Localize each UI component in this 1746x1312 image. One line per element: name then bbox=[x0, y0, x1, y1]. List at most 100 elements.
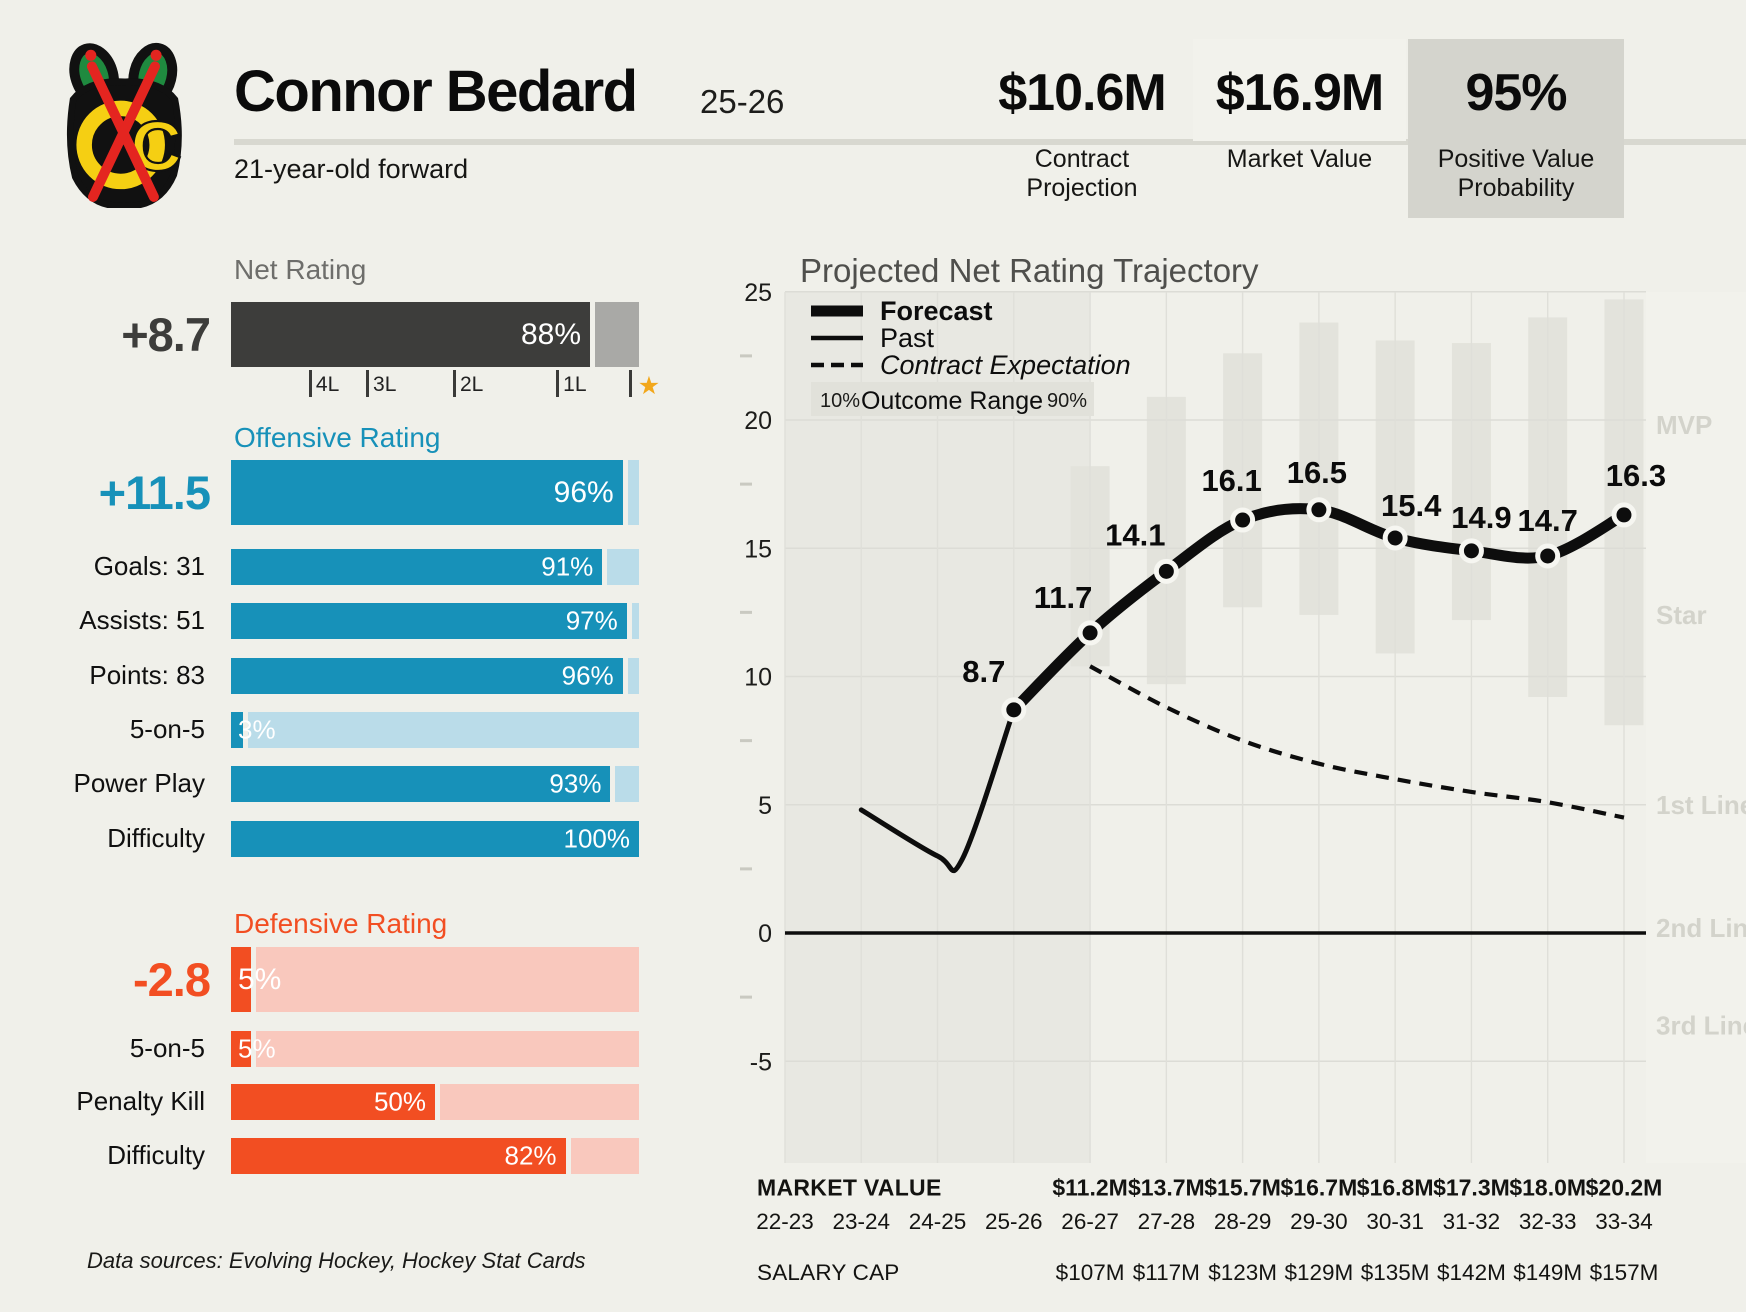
net-rating-bar-percent: 88% bbox=[521, 317, 582, 351]
defense-bar-0-percent: 5% bbox=[238, 1033, 276, 1064]
defense-bar-0-track bbox=[256, 1031, 639, 1067]
tick-label: 3L bbox=[373, 373, 397, 396]
contract-projection-label: Contract Projection bbox=[1026, 145, 1138, 202]
star-icon: ★ bbox=[637, 372, 661, 400]
legend-label-1: Past bbox=[880, 323, 935, 353]
season-label: 29-30 bbox=[1290, 1209, 1348, 1234]
season-tag: 25-26 bbox=[700, 83, 785, 120]
tick-mark bbox=[366, 370, 370, 397]
defensive-rating-value: -2.8 bbox=[133, 953, 211, 1006]
forecast-point-label: 16.5 bbox=[1287, 455, 1347, 490]
forecast-point-label: 14.9 bbox=[1451, 500, 1511, 535]
tick-mark bbox=[308, 370, 312, 397]
forecast-point bbox=[1158, 563, 1174, 579]
season-label: 31-32 bbox=[1442, 1209, 1501, 1234]
legend-label-2: Contract Expectation bbox=[880, 350, 1131, 380]
season-label: 25-26 bbox=[985, 1209, 1043, 1234]
net-rating-bar-track bbox=[595, 302, 639, 367]
table-value: $117M bbox=[1132, 1260, 1200, 1285]
season-label: 32-33 bbox=[1518, 1209, 1577, 1234]
net-rating-trajectory-chart: 25 20 15 10 5 0 -5 MVP Star 1st Line 2nd Line 3rd L… bbox=[740, 252, 1746, 1163]
legend-label-0: Forecast bbox=[880, 296, 993, 326]
contract-projection-stat: $10.6M Contract Projection bbox=[962, 39, 1202, 218]
forecast-point bbox=[1616, 507, 1632, 523]
offense-bar-4: 93% bbox=[231, 766, 639, 802]
offense-bar-1: 97% bbox=[231, 603, 639, 639]
table-value: $142M bbox=[1437, 1260, 1506, 1285]
contract-expectation-line bbox=[1089, 664, 1625, 820]
tick-label: 4L bbox=[315, 373, 340, 396]
offensive-rating-value: +11.5 bbox=[98, 466, 211, 519]
svg-text:C: C bbox=[131, 107, 182, 186]
offense-bar-0-track bbox=[607, 549, 639, 585]
forecast-point-label: 14.7 bbox=[1518, 503, 1578, 538]
offensive-rating-bar-percent: 96% bbox=[553, 475, 614, 509]
contract-projection-value: $10.6M bbox=[998, 64, 1166, 122]
y-axis-label: 0 bbox=[758, 920, 772, 948]
market-value-stat: $16.9M Market Value bbox=[1193, 39, 1406, 218]
season-label: 22-23 bbox=[756, 1209, 814, 1234]
offense-bar-2: 96% bbox=[231, 658, 639, 694]
market-value-value: $16.9M bbox=[1215, 64, 1384, 122]
y-axis-label: 20 bbox=[744, 407, 772, 435]
offense-bar-0-fill bbox=[231, 549, 603, 585]
tick-mark bbox=[452, 370, 456, 397]
band-label: MVP bbox=[1656, 410, 1712, 440]
forecast-point-label: 14.1 bbox=[1105, 517, 1165, 552]
defense-bar-2: 82% bbox=[231, 1138, 639, 1174]
offense-bar-1-track bbox=[631, 603, 639, 639]
outcome-range-legend-box bbox=[811, 382, 1094, 416]
forecast-point bbox=[1540, 548, 1556, 564]
page-title: Connor Bedard bbox=[234, 59, 638, 124]
offense-bar-0-percent: 91% bbox=[541, 551, 594, 582]
player-subtitle: 21-year-old forward bbox=[234, 154, 469, 184]
band-label: 1st Line bbox=[1656, 790, 1746, 820]
positive-value-probability-label: Positive Value Probability bbox=[1437, 145, 1595, 202]
defense-bar-1: 50% bbox=[231, 1084, 639, 1120]
forecast-point bbox=[1311, 502, 1327, 518]
defense-bar-1-track bbox=[440, 1084, 639, 1120]
table-value: $157M bbox=[1589, 1260, 1659, 1285]
outcome-range-low-label: 10% bbox=[820, 390, 860, 412]
offense-row-label: Goals: 31 bbox=[93, 551, 205, 581]
offense-bar-1-fill bbox=[231, 603, 627, 639]
table-value: $149M bbox=[1513, 1260, 1583, 1285]
tick-mark bbox=[556, 370, 560, 397]
offense-bar-4-percent: 93% bbox=[549, 768, 602, 799]
offensive-rating-bar-track bbox=[627, 460, 639, 525]
offense-row-label: Assists: 51 bbox=[79, 605, 205, 635]
offense-bar-2-fill bbox=[231, 658, 623, 694]
header-divider bbox=[234, 139, 1746, 145]
forecast-point-label: 16.3 bbox=[1606, 458, 1666, 493]
chart-title: Projected Net Rating Trajectory bbox=[800, 252, 1259, 289]
season-label: 23-24 bbox=[832, 1209, 891, 1234]
outcome-range-high-label: 90% bbox=[1047, 390, 1087, 412]
line-quality-ticks: 4L 3L 2L 1L ★ bbox=[231, 370, 660, 404]
defense-bar-1-percent: 50% bbox=[373, 1086, 426, 1117]
defense-bar-2-percent: 82% bbox=[504, 1140, 557, 1171]
defense-bar-1-fill bbox=[231, 1084, 435, 1120]
net-rating-value: +8.7 bbox=[121, 308, 211, 361]
defense-bar-0-fill bbox=[231, 1031, 252, 1067]
offense-bar-3-track bbox=[248, 712, 639, 748]
season-label: 30-31 bbox=[1366, 1209, 1424, 1234]
net-rating-bar-fill bbox=[231, 302, 591, 367]
y-axis-label: 15 bbox=[744, 535, 772, 563]
forecast-point bbox=[1387, 530, 1403, 546]
defensive-rating-bar: 5% bbox=[231, 947, 639, 1012]
forecast-point-label: 8.7 bbox=[962, 654, 1005, 689]
forecast-point bbox=[1006, 702, 1022, 718]
offense-bar-3: 3% bbox=[231, 712, 639, 748]
defense-bar-0: 5% bbox=[231, 1031, 639, 1067]
outcome-range-legend-label: Outcome Range bbox=[861, 387, 1043, 415]
offensive-rating-bar: 96% bbox=[231, 460, 639, 525]
band-label: 2nd Line bbox=[1656, 913, 1746, 943]
defensive-rating-bar-percent: 5% bbox=[238, 962, 282, 996]
offense-bar-5-fill bbox=[231, 821, 639, 857]
offense-bar-5-percent: 100% bbox=[563, 823, 631, 854]
offense-bar-1-percent: 97% bbox=[565, 605, 618, 636]
net-rating-title: Net Rating bbox=[234, 254, 367, 285]
tick-mark bbox=[628, 370, 632, 397]
forecast-point-label: 16.1 bbox=[1201, 463, 1261, 498]
forecast-point-label: 15.4 bbox=[1381, 488, 1442, 523]
